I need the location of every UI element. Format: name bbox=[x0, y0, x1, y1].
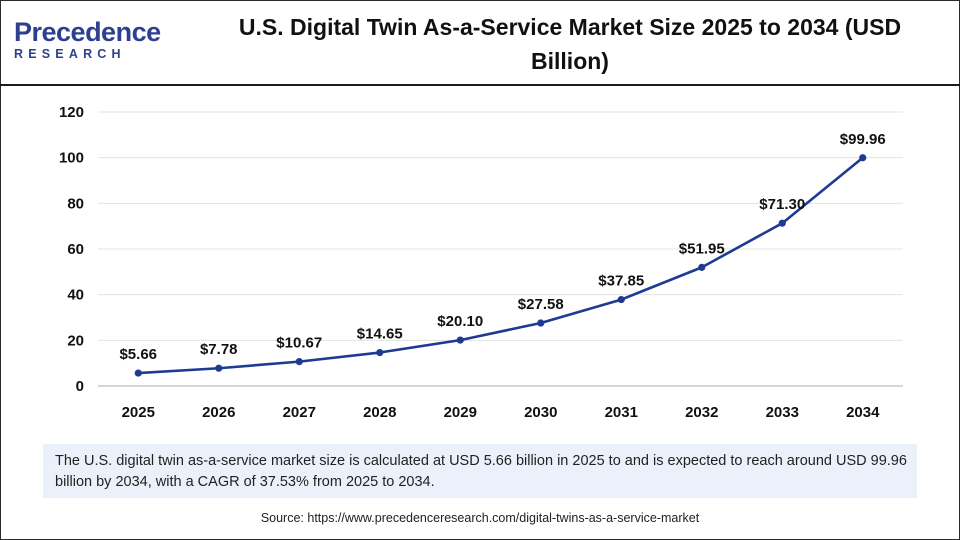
header: Precedence RESEARCH U.S. Digital Twin As… bbox=[0, 0, 960, 84]
x-tick-label: 2027 bbox=[283, 404, 316, 421]
x-tick-label: 2029 bbox=[444, 404, 477, 421]
data-label: $51.95 bbox=[679, 240, 725, 257]
data-point bbox=[215, 364, 223, 372]
data-point bbox=[617, 295, 625, 304]
x-tick-label: 2032 bbox=[685, 404, 718, 421]
chart-title: U.S. Digital Twin As-a-Service Market Si… bbox=[238, 14, 902, 74]
x-tick-label: 2025 bbox=[122, 404, 155, 421]
series-line bbox=[138, 156, 864, 375]
x-tick-label: 2031 bbox=[605, 404, 638, 421]
data-point bbox=[859, 154, 867, 162]
y-tick-label: 100 bbox=[59, 150, 84, 167]
x-tick-label: 2028 bbox=[363, 404, 396, 421]
x-tick-label: 2030 bbox=[524, 404, 557, 421]
y-tick-label: 60 bbox=[67, 241, 84, 258]
data-label: $14.65 bbox=[357, 326, 403, 343]
x-tick-label: 2034 bbox=[846, 404, 880, 421]
logo-wordmark: Precedence bbox=[14, 17, 161, 47]
x-tick-label: 2033 bbox=[766, 404, 799, 421]
line-chart: 0 20 40 60 80 100 120 2025 2026 2027 2028 2029 2030 2… bbox=[59, 104, 903, 421]
y-tick-label: 40 bbox=[67, 287, 84, 304]
data-point bbox=[456, 336, 464, 344]
logo-subtitle: RESEARCH bbox=[14, 47, 126, 61]
data-label: $37.85 bbox=[598, 273, 644, 290]
y-tick-label: 0 bbox=[76, 378, 84, 395]
summary-note: The U.S. digital twin as-a-service marke… bbox=[43, 444, 917, 498]
data-label: $99.96 bbox=[840, 131, 886, 148]
data-label: $5.66 bbox=[119, 346, 157, 363]
data-point bbox=[134, 369, 142, 377]
source-citation: Source: https://www.precedenceresearch.c… bbox=[260, 511, 700, 525]
header-divider bbox=[0, 84, 960, 86]
data-point bbox=[537, 319, 545, 327]
data-point bbox=[698, 263, 706, 271]
data-point bbox=[778, 219, 786, 227]
data-label: $71.30 bbox=[759, 196, 805, 213]
data-label: $20.10 bbox=[437, 313, 483, 330]
x-tick-label: 2026 bbox=[202, 404, 235, 421]
data-point bbox=[376, 348, 384, 357]
data-label: $27.58 bbox=[518, 296, 564, 313]
data-label: $7.78 bbox=[200, 341, 238, 358]
data-label: $10.67 bbox=[276, 335, 322, 352]
y-tick-label: 120 bbox=[59, 104, 84, 121]
y-tick-label: 80 bbox=[67, 195, 84, 212]
y-tick-label: 20 bbox=[67, 332, 84, 349]
data-point bbox=[295, 358, 303, 366]
logo: Precedence RESEARCH bbox=[14, 18, 164, 64]
